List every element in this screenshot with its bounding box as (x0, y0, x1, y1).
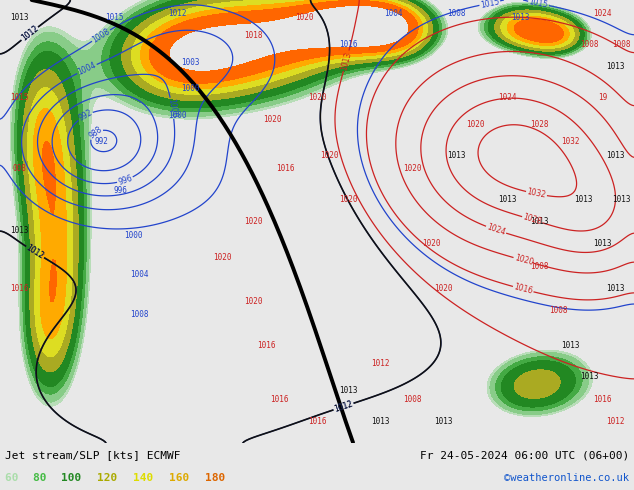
Text: 1012: 1012 (333, 399, 354, 414)
Text: 1013: 1013 (580, 372, 599, 381)
Text: 1032: 1032 (526, 188, 547, 200)
Text: 1013: 1013 (605, 62, 624, 71)
Text: 1020: 1020 (244, 297, 263, 306)
Text: 1020: 1020 (307, 93, 327, 102)
Text: 1020: 1020 (339, 195, 358, 204)
Text: 160: 160 (169, 473, 197, 483)
Text: 1028: 1028 (522, 213, 543, 227)
Text: 996: 996 (117, 173, 134, 187)
Text: 100: 100 (61, 473, 88, 483)
Text: 1013: 1013 (339, 386, 358, 395)
Text: 1032: 1032 (561, 137, 580, 147)
Text: 1013: 1013 (605, 284, 624, 293)
Text: 1008: 1008 (580, 40, 599, 49)
Text: 180: 180 (205, 473, 233, 483)
Text: 120: 120 (97, 473, 124, 483)
Text: 1013: 1013 (371, 417, 390, 426)
Text: 1013: 1013 (339, 50, 353, 71)
Text: 1020: 1020 (466, 120, 485, 129)
Text: 1012: 1012 (605, 417, 624, 426)
Text: 1012: 1012 (168, 9, 187, 18)
Text: 1013: 1013 (510, 13, 529, 22)
Text: 1000: 1000 (168, 111, 187, 120)
Text: 1020: 1020 (434, 284, 453, 293)
Text: 1020: 1020 (422, 240, 441, 248)
Text: 1008: 1008 (130, 310, 149, 319)
Text: 1016: 1016 (339, 40, 358, 49)
Text: 1012: 1012 (371, 359, 390, 368)
Text: 1020: 1020 (263, 115, 282, 124)
Text: 1013: 1013 (605, 151, 624, 160)
Text: 1013: 1013 (434, 417, 453, 426)
Text: 1008: 1008 (548, 306, 567, 315)
Text: 1013: 1013 (593, 240, 612, 248)
Text: 1024: 1024 (593, 9, 612, 18)
Text: ©weatheronline.co.uk: ©weatheronline.co.uk (504, 473, 629, 483)
Text: 1008: 1008 (612, 40, 631, 49)
Text: 1012: 1012 (333, 399, 354, 414)
Text: 1013: 1013 (529, 217, 548, 226)
Text: 1004: 1004 (130, 270, 149, 279)
Text: 1016: 1016 (276, 164, 295, 173)
Text: 1015: 1015 (528, 0, 549, 10)
Text: 1016: 1016 (593, 394, 612, 404)
Text: 1015: 1015 (10, 93, 29, 102)
Text: 1020: 1020 (320, 151, 339, 160)
Text: 1020: 1020 (514, 253, 534, 268)
Text: 1016: 1016 (257, 342, 276, 350)
Text: 1000: 1000 (166, 98, 178, 119)
Text: Fr 24-05-2024 06:00 UTC (06+00): Fr 24-05-2024 06:00 UTC (06+00) (420, 450, 629, 460)
Text: 1020: 1020 (403, 164, 422, 173)
Text: 1012: 1012 (20, 24, 40, 43)
Text: 1013: 1013 (574, 195, 593, 204)
Text: 992: 992 (77, 108, 94, 123)
Text: 1020: 1020 (212, 253, 231, 262)
Text: 1003: 1003 (181, 58, 200, 67)
Text: Jet stream/SLP [kts] ECMWF: Jet stream/SLP [kts] ECMWF (5, 450, 181, 460)
Text: 19: 19 (598, 93, 607, 102)
Text: 992: 992 (94, 137, 108, 147)
Text: 1028: 1028 (529, 120, 548, 129)
Text: 996: 996 (113, 186, 127, 195)
Text: 1008: 1008 (403, 394, 422, 404)
Text: 1012: 1012 (25, 243, 46, 261)
Text: 1018: 1018 (244, 31, 263, 40)
Text: 008: 008 (12, 164, 26, 173)
Text: 1004: 1004 (384, 9, 403, 18)
Text: 1013: 1013 (498, 195, 517, 204)
Text: 1024: 1024 (486, 222, 507, 237)
Text: 1013: 1013 (10, 13, 29, 22)
Text: 1015: 1015 (105, 13, 124, 22)
Text: 1012: 1012 (20, 24, 40, 43)
Text: 1013: 1013 (561, 342, 580, 350)
Text: 988: 988 (87, 125, 104, 141)
Text: 1012: 1012 (25, 243, 46, 261)
Text: 1013: 1013 (612, 195, 631, 204)
Text: 1024: 1024 (498, 93, 517, 102)
Text: 1020: 1020 (244, 217, 263, 226)
Text: 1008: 1008 (447, 9, 466, 18)
Text: 1020: 1020 (295, 13, 314, 22)
Text: 140: 140 (133, 473, 160, 483)
Text: 1016: 1016 (513, 282, 534, 296)
Text: 1000: 1000 (124, 230, 143, 240)
Text: 1000: 1000 (181, 84, 200, 93)
Text: 1004: 1004 (76, 61, 98, 77)
Text: 60: 60 (5, 473, 25, 483)
Text: 80: 80 (33, 473, 53, 483)
Text: 1013: 1013 (447, 151, 466, 160)
Text: 1016: 1016 (307, 417, 327, 426)
Text: 1015: 1015 (479, 0, 500, 10)
Text: 1013: 1013 (10, 226, 29, 235)
Text: 1016: 1016 (269, 394, 288, 404)
Text: 1008: 1008 (91, 26, 112, 45)
Text: 1016: 1016 (10, 284, 29, 293)
Text: 1008: 1008 (529, 262, 548, 270)
